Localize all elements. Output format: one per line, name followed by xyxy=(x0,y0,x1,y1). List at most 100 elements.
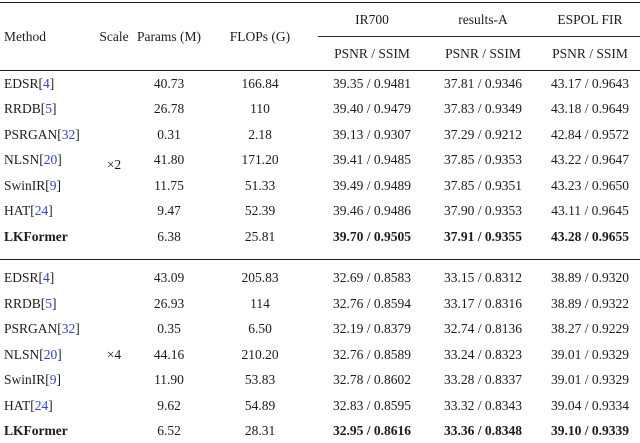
method-cell: HAT[24] xyxy=(4,203,53,219)
psnr-ssim-espol-fir: 38.27 / 0.9229 xyxy=(550,321,629,337)
psnr-ssim-results-a: 33.17 / 0.8316 xyxy=(443,295,522,311)
table-row: NLSN[20] 44.16 210.20 32.76 / 0.8589 33.24 /… xyxy=(0,342,640,368)
psnr-ssim-ir700: 39.49 / 0.9489 xyxy=(332,177,411,193)
method-cell: HAT[24] xyxy=(4,397,53,413)
method-name: PSRGAN xyxy=(4,126,58,142)
table-header: Method Scale Params (M) FLOPs (G) IR700 … xyxy=(0,2,640,71)
citation-link[interactable]: 20 xyxy=(43,346,58,362)
table-row: LKFormer 6.52 28.31 32.95 / 0.8616 33.36 / 0… xyxy=(0,419,640,443)
table-row: EDSR[4] ×2 40.73 166.84 39.35 / 0.9481 37.81 … xyxy=(0,70,640,259)
scale-label: ×4 xyxy=(92,258,136,443)
psnr-ssim-results-a: 37.90 / 0.9353 xyxy=(443,203,522,219)
psnr-ssim-results-a: 37.85 / 0.9351 xyxy=(443,177,522,193)
psnr-ssim-ir700: 32.69 / 0.8583 xyxy=(318,258,426,291)
citation-link[interactable]: 20 xyxy=(43,152,58,168)
method-cell: NLSN[20] xyxy=(4,346,62,362)
citation-link[interactable]: 4 xyxy=(43,270,50,286)
method-name: EDSR xyxy=(4,270,39,286)
citation-link[interactable]: 32 xyxy=(61,321,76,337)
params-cell: 43.09 xyxy=(136,258,202,291)
col-header-espol-fir: ESPOL FIR xyxy=(540,2,640,37)
params-cell: 0.35 xyxy=(157,321,181,337)
citation-link[interactable]: 32 xyxy=(61,126,76,142)
psnr-ssim-ir700: 32.78 / 0.8602 xyxy=(332,372,411,388)
params-cell: 6.52 xyxy=(157,423,181,439)
psnr-ssim-results-a: 33.15 / 0.8312 xyxy=(426,258,540,291)
citation-link[interactable]: 24 xyxy=(34,203,49,219)
psnr-ssim-espol-fir: 43.28 / 0.9655 xyxy=(550,228,629,244)
psnr-ssim-results-a: 37.83 / 0.9349 xyxy=(443,101,522,117)
psnr-ssim-results-a: 37.29 / 0.9212 xyxy=(443,126,522,142)
flops-cell: 53.83 xyxy=(244,372,276,388)
psnr-ssim-results-a: 32.74 / 0.8136 xyxy=(443,321,522,337)
params-cell: 40.73 xyxy=(136,70,202,97)
psnr-ssim-espol-fir: 43.23 / 0.9650 xyxy=(550,177,629,193)
citation-link[interactable]: 9 xyxy=(49,177,57,193)
col-header-ir700: IR700 xyxy=(318,2,426,37)
table-row: HAT[24] 9.47 52.39 39.46 / 0.9486 37.90 / 0.… xyxy=(0,199,640,225)
table-row: PSRGAN[32] 0.35 6.50 32.19 / 0.8379 32.74 / … xyxy=(0,317,640,343)
sub-header-row: PSNR / SSIM PSNR / SSIM PSNR / SSIM xyxy=(0,37,640,71)
citation-link[interactable]: 5 xyxy=(45,295,53,311)
flops-cell: 54.89 xyxy=(244,397,276,413)
col-header-method: Method xyxy=(4,28,46,44)
psnr-ssim-ir700: 39.41 / 0.9485 xyxy=(332,152,411,168)
psnr-ssim-espol-fir: 39.04 / 0.9334 xyxy=(550,397,629,413)
flops-cell: 28.31 xyxy=(244,423,276,439)
method-name: PSRGAN xyxy=(4,321,58,337)
flops-cell: 171.20 xyxy=(241,152,279,168)
psnr-ssim-ir700: 39.70 / 0.9505 xyxy=(332,228,411,244)
method-name: SwinIR xyxy=(4,177,46,193)
method-name: NLSN xyxy=(4,152,40,168)
col-header-results-a: results-A xyxy=(426,2,540,37)
psnr-ssim-espol-fir: 43.17 / 0.9643 xyxy=(540,70,640,97)
method-name: HAT xyxy=(4,203,31,219)
method-name: LKFormer xyxy=(4,423,68,439)
params-cell: 0.31 xyxy=(157,126,181,142)
flops-cell: 114 xyxy=(250,295,270,311)
flops-cell: 210.20 xyxy=(241,346,279,362)
method-name: EDSR xyxy=(4,75,39,91)
psnr-ssim-espol-fir: 38.89 / 0.9322 xyxy=(550,295,629,311)
method-cell: PSRGAN[32] xyxy=(4,126,80,142)
subheader-psnr-ssim-espol-fir: PSNR / SSIM xyxy=(552,45,628,61)
params-cell: 26.93 xyxy=(153,295,185,311)
psnr-ssim-ir700: 39.46 / 0.9486 xyxy=(332,203,411,219)
method-name: HAT xyxy=(4,397,31,413)
table-row: RRDB[5] 26.78 110 39.40 / 0.9479 37.83 / 0.9… xyxy=(0,97,640,123)
params-cell: 6.38 xyxy=(157,228,181,244)
method-cell: SwinIR[9] xyxy=(4,372,62,388)
flops-cell: 25.81 xyxy=(244,228,276,244)
flops-cell: 205.83 xyxy=(202,258,318,291)
psnr-ssim-ir700: 39.35 / 0.9481 xyxy=(318,70,426,97)
citation-link[interactable]: 9 xyxy=(49,372,57,388)
psnr-ssim-espol-fir: 42.84 / 0.9572 xyxy=(550,126,629,142)
method-cell: RRDB[5] xyxy=(4,101,57,117)
method-cell: EDSR[4] xyxy=(0,70,92,97)
citation-link[interactable]: 4 xyxy=(43,75,50,91)
flops-cell: 2.18 xyxy=(248,126,272,142)
table-row: RRDB[5] 26.93 114 32.76 / 0.8594 33.17 / 0.8… xyxy=(0,291,640,317)
psnr-ssim-ir700: 32.83 / 0.8595 xyxy=(332,397,411,413)
params-cell: 44.16 xyxy=(153,346,185,362)
psnr-ssim-results-a: 37.81 / 0.9346 xyxy=(426,70,540,97)
psnr-ssim-ir700: 32.76 / 0.8589 xyxy=(332,346,411,362)
subheader-psnr-ssim-ir700: PSNR / SSIM xyxy=(334,45,410,61)
psnr-ssim-results-a: 37.91 / 0.9355 xyxy=(443,228,522,244)
psnr-ssim-ir700: 32.95 / 0.8616 xyxy=(332,423,411,439)
psnr-ssim-espol-fir: 39.01 / 0.9329 xyxy=(550,372,629,388)
psnr-ssim-results-a: 37.85 / 0.9353 xyxy=(443,152,522,168)
flops-cell: 51.33 xyxy=(244,177,276,193)
subheader-psnr-ssim-results-a: PSNR / SSIM xyxy=(445,45,521,61)
flops-cell: 52.39 xyxy=(244,203,276,219)
method-cell: RRDB[5] xyxy=(4,295,57,311)
psnr-ssim-results-a: 33.32 / 0.8343 xyxy=(443,397,522,413)
table-row: SwinIR[9] 11.90 53.83 32.78 / 0.8602 33.28 /… xyxy=(0,368,640,394)
method-name: NLSN xyxy=(4,346,40,362)
citation-link[interactable]: 5 xyxy=(45,101,53,117)
citation-link[interactable]: 24 xyxy=(34,397,49,413)
table-row: HAT[24] 9.62 54.89 32.83 / 0.8595 33.32 / 0.… xyxy=(0,393,640,419)
table-row: NLSN[20] 41.80 171.20 39.41 / 0.9485 37.85 /… xyxy=(0,148,640,174)
psnr-ssim-results-a: 33.24 / 0.8323 xyxy=(443,346,522,362)
